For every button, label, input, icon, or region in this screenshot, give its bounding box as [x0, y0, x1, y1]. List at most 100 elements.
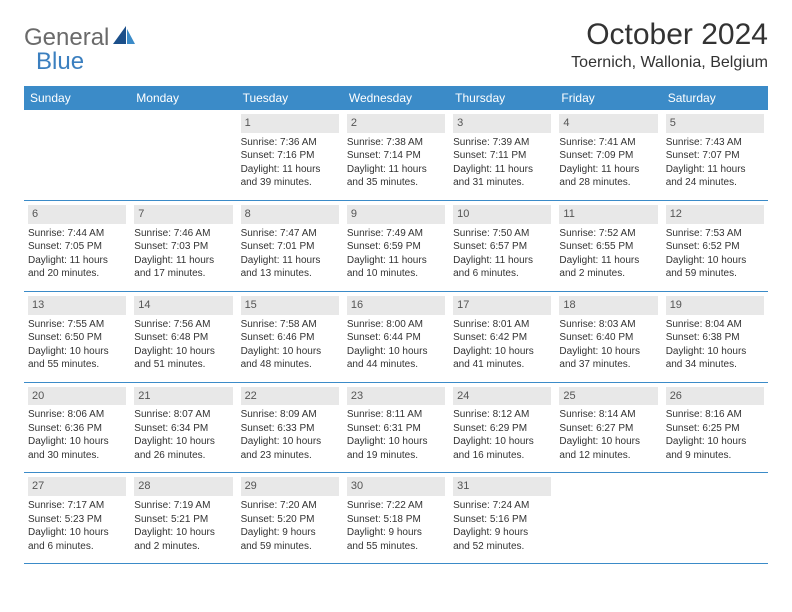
- day-number: 29: [241, 477, 339, 496]
- sunset-text: Sunset: 5:16 PM: [453, 513, 551, 527]
- daylight-text: and 26 minutes.: [134, 449, 232, 463]
- daylight-text: and 23 minutes.: [241, 449, 339, 463]
- sunset-text: Sunset: 6:31 PM: [347, 422, 445, 436]
- daylight-text: and 44 minutes.: [347, 358, 445, 372]
- sunrise-text: Sunrise: 7:38 AM: [347, 136, 445, 150]
- month-title: October 2024: [571, 18, 768, 52]
- week-row: 6Sunrise: 7:44 AMSunset: 7:05 PMDaylight…: [24, 200, 768, 291]
- daylight-text: Daylight: 10 hours: [241, 345, 339, 359]
- day-cell: 17Sunrise: 8:01 AMSunset: 6:42 PMDayligh…: [449, 291, 555, 382]
- daylight-text: and 35 minutes.: [347, 176, 445, 190]
- day-number: 18: [559, 296, 657, 315]
- sunset-text: Sunset: 7:09 PM: [559, 149, 657, 163]
- day-number: 16: [347, 296, 445, 315]
- sunset-text: Sunset: 6:52 PM: [666, 240, 764, 254]
- sunset-text: Sunset: 6:36 PM: [28, 422, 126, 436]
- day-number: 11: [559, 205, 657, 224]
- day-cell: [24, 110, 130, 200]
- day-cell: 6Sunrise: 7:44 AMSunset: 7:05 PMDaylight…: [24, 200, 130, 291]
- daylight-text: and 13 minutes.: [241, 267, 339, 281]
- day-header-row: SundayMondayTuesdayWednesdayThursdayFrid…: [24, 86, 768, 110]
- sunset-text: Sunset: 6:27 PM: [559, 422, 657, 436]
- sunrise-text: Sunrise: 7:43 AM: [666, 136, 764, 150]
- day-number: 17: [453, 296, 551, 315]
- day-number: 4: [559, 114, 657, 133]
- day-cell: 10Sunrise: 7:50 AMSunset: 6:57 PMDayligh…: [449, 200, 555, 291]
- calendar-table: SundayMondayTuesdayWednesdayThursdayFrid…: [24, 86, 768, 564]
- daylight-text: Daylight: 11 hours: [241, 254, 339, 268]
- daylight-text: and 12 minutes.: [559, 449, 657, 463]
- day-cell: 27Sunrise: 7:17 AMSunset: 5:23 PMDayligh…: [24, 473, 130, 564]
- sunset-text: Sunset: 6:48 PM: [134, 331, 232, 345]
- day-number: 26: [666, 387, 764, 406]
- daylight-text: Daylight: 10 hours: [559, 345, 657, 359]
- sunrise-text: Sunrise: 8:11 AM: [347, 408, 445, 422]
- day-number: 27: [28, 477, 126, 496]
- sunrise-text: Sunrise: 7:50 AM: [453, 227, 551, 241]
- sunset-text: Sunset: 6:25 PM: [666, 422, 764, 436]
- sunrise-text: Sunrise: 7:47 AM: [241, 227, 339, 241]
- week-row: 20Sunrise: 8:06 AMSunset: 6:36 PMDayligh…: [24, 382, 768, 473]
- daylight-text: and 52 minutes.: [453, 540, 551, 554]
- day-number: 21: [134, 387, 232, 406]
- daylight-text: Daylight: 11 hours: [28, 254, 126, 268]
- daylight-text: and 6 minutes.: [453, 267, 551, 281]
- sunrise-text: Sunrise: 8:14 AM: [559, 408, 657, 422]
- header: General October 2024 Toernich, Wallonia,…: [24, 18, 768, 72]
- day-cell: 28Sunrise: 7:19 AMSunset: 5:21 PMDayligh…: [130, 473, 236, 564]
- daylight-text: and 55 minutes.: [347, 540, 445, 554]
- daylight-text: Daylight: 11 hours: [559, 254, 657, 268]
- sunset-text: Sunset: 5:21 PM: [134, 513, 232, 527]
- day-header-wednesday: Wednesday: [343, 86, 449, 110]
- daylight-text: Daylight: 11 hours: [134, 254, 232, 268]
- daylight-text: and 2 minutes.: [134, 540, 232, 554]
- daylight-text: and 34 minutes.: [666, 358, 764, 372]
- day-number: 7: [134, 205, 232, 224]
- sunrise-text: Sunrise: 7:44 AM: [28, 227, 126, 241]
- daylight-text: Daylight: 10 hours: [134, 345, 232, 359]
- day-number: 5: [666, 114, 764, 133]
- day-cell: 21Sunrise: 8:07 AMSunset: 6:34 PMDayligh…: [130, 382, 236, 473]
- daylight-text: and 28 minutes.: [559, 176, 657, 190]
- day-cell: 19Sunrise: 8:04 AMSunset: 6:38 PMDayligh…: [662, 291, 768, 382]
- day-number: 13: [28, 296, 126, 315]
- sunrise-text: Sunrise: 7:24 AM: [453, 499, 551, 513]
- daylight-text: Daylight: 10 hours: [347, 345, 445, 359]
- sunset-text: Sunset: 7:03 PM: [134, 240, 232, 254]
- day-cell: 22Sunrise: 8:09 AMSunset: 6:33 PMDayligh…: [237, 382, 343, 473]
- daylight-text: Daylight: 10 hours: [134, 435, 232, 449]
- day-cell: 29Sunrise: 7:20 AMSunset: 5:20 PMDayligh…: [237, 473, 343, 564]
- sunrise-text: Sunrise: 8:12 AM: [453, 408, 551, 422]
- daylight-text: and 59 minutes.: [666, 267, 764, 281]
- daylight-text: Daylight: 10 hours: [559, 435, 657, 449]
- daylight-text: and 2 minutes.: [559, 267, 657, 281]
- daylight-text: and 20 minutes.: [28, 267, 126, 281]
- day-number: 23: [347, 387, 445, 406]
- sunrise-text: Sunrise: 8:06 AM: [28, 408, 126, 422]
- daylight-text: Daylight: 9 hours: [347, 526, 445, 540]
- sunset-text: Sunset: 5:23 PM: [28, 513, 126, 527]
- sunrise-text: Sunrise: 7:20 AM: [241, 499, 339, 513]
- day-cell: 2Sunrise: 7:38 AMSunset: 7:14 PMDaylight…: [343, 110, 449, 200]
- day-number: 28: [134, 477, 232, 496]
- sunset-text: Sunset: 7:05 PM: [28, 240, 126, 254]
- sunset-text: Sunset: 5:20 PM: [241, 513, 339, 527]
- daylight-text: Daylight: 10 hours: [241, 435, 339, 449]
- sunset-text: Sunset: 6:57 PM: [453, 240, 551, 254]
- sunset-text: Sunset: 6:44 PM: [347, 331, 445, 345]
- day-cell: 24Sunrise: 8:12 AMSunset: 6:29 PMDayligh…: [449, 382, 555, 473]
- daylight-text: and 24 minutes.: [666, 176, 764, 190]
- day-cell: 14Sunrise: 7:56 AMSunset: 6:48 PMDayligh…: [130, 291, 236, 382]
- day-cell: 13Sunrise: 7:55 AMSunset: 6:50 PMDayligh…: [24, 291, 130, 382]
- week-row: 27Sunrise: 7:17 AMSunset: 5:23 PMDayligh…: [24, 473, 768, 564]
- daylight-text: and 31 minutes.: [453, 176, 551, 190]
- sunrise-text: Sunrise: 7:52 AM: [559, 227, 657, 241]
- daylight-text: and 19 minutes.: [347, 449, 445, 463]
- sunrise-text: Sunrise: 8:07 AM: [134, 408, 232, 422]
- sunrise-text: Sunrise: 7:49 AM: [347, 227, 445, 241]
- sunset-text: Sunset: 6:42 PM: [453, 331, 551, 345]
- sunrise-text: Sunrise: 7:58 AM: [241, 318, 339, 332]
- daylight-text: and 16 minutes.: [453, 449, 551, 463]
- day-cell: 8Sunrise: 7:47 AMSunset: 7:01 PMDaylight…: [237, 200, 343, 291]
- day-number: 10: [453, 205, 551, 224]
